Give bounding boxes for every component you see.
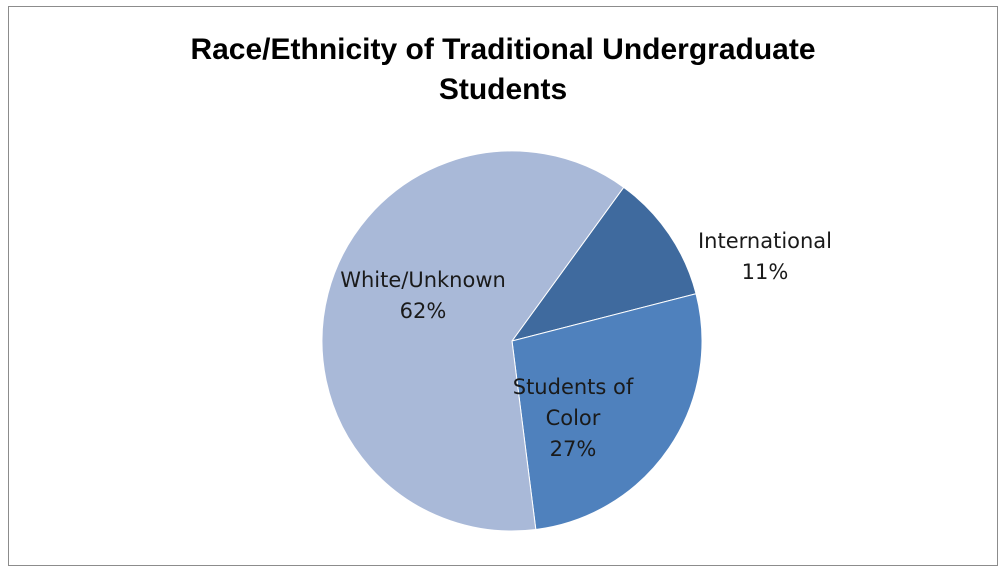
data-label-white-unknown: White/Unknown 62% bbox=[340, 268, 506, 323]
pie-slice-white-unknown bbox=[321, 150, 625, 532]
data-label-students-of-color: Students of Color 27% bbox=[513, 375, 634, 461]
chart-title-line-2: Students bbox=[438, 73, 568, 106]
chart-title-line-1: Race/Ethnicity of Traditional Undergradu… bbox=[190, 33, 816, 66]
pie-labels: International 11% Students of Color 27%White… bbox=[340, 229, 832, 461]
pie-slice-international bbox=[510, 186, 697, 342]
pie-slices bbox=[321, 150, 703, 532]
chart-title: Race/Ethnicity of Traditional Undergradu… bbox=[8, 30, 998, 110]
pie-slice-students-of-color bbox=[511, 293, 703, 531]
pie-chart: International 11% Students of Color 27%White… bbox=[321, 150, 832, 532]
data-label-international: International 11% bbox=[698, 229, 832, 284]
